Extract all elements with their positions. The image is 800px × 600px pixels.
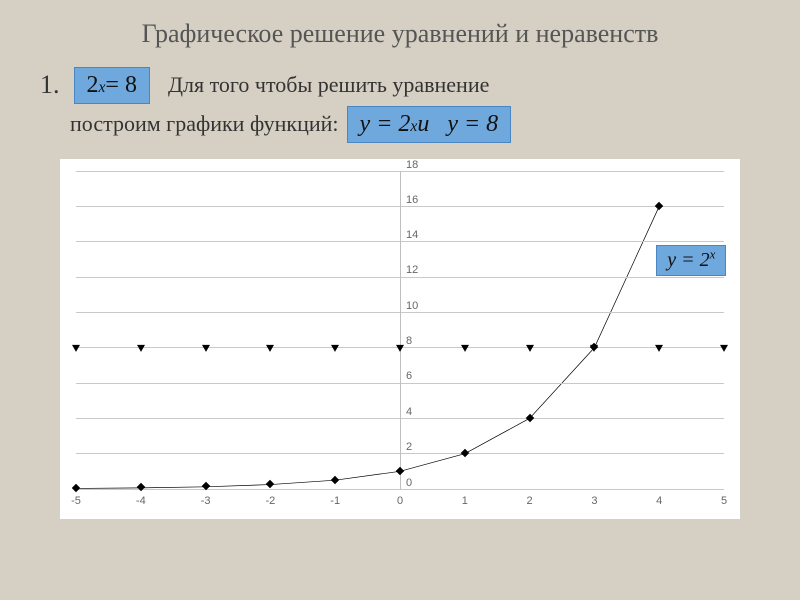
y-tick-label: 8 <box>406 335 412 347</box>
func2: y = 8 <box>447 111 498 138</box>
y-tick-label: 14 <box>406 229 418 241</box>
badge-exp: x <box>710 246 716 261</box>
problem-row: 1. 2x = 8 Для того чтобы решить уравнени… <box>0 61 800 106</box>
x-tick-label: 3 <box>591 495 597 507</box>
y-tick-label: 16 <box>406 194 418 206</box>
x-tick-label: 1 <box>462 495 468 507</box>
func1-lhs: y = 2 <box>360 111 411 138</box>
y-tick-label: 12 <box>406 264 418 276</box>
plot-area: 024681012141618-5-4-3-2-1012345 <box>76 171 724 489</box>
badge-lhs: y = 2 <box>667 249 709 271</box>
series-marker <box>396 345 404 352</box>
x-tick-label: 5 <box>721 495 727 507</box>
equation-rhs: = 8 <box>105 72 137 99</box>
y-tick-label: 6 <box>406 370 412 382</box>
series-marker <box>526 345 534 352</box>
series-marker <box>202 345 210 352</box>
series-marker <box>266 345 274 352</box>
y-tick-label: 0 <box>406 477 412 489</box>
problem-desc: Для того чтобы решить уравнение <box>168 72 489 98</box>
x-tick-label: -5 <box>71 495 81 507</box>
sub-text: построим графики функций: <box>70 111 339 137</box>
equation-badge: 2x = 8 <box>74 67 150 104</box>
functions-badge: y = 2x и y = 8 <box>347 106 512 143</box>
series-marker <box>331 345 339 352</box>
series-marker <box>655 345 663 352</box>
series-marker <box>72 345 80 352</box>
x-tick-label: 2 <box>527 495 533 507</box>
func1-exp: x <box>410 118 417 135</box>
y-axis-line <box>400 171 401 489</box>
problem-number: 1. <box>40 70 60 100</box>
equation-base: 2 <box>87 72 99 99</box>
series-marker <box>720 345 728 352</box>
x-tick-label: 0 <box>397 495 403 507</box>
series-marker <box>461 345 469 352</box>
x-tick-label: -2 <box>266 495 276 507</box>
x-tick-label: -3 <box>201 495 211 507</box>
y-tick-label: 2 <box>406 441 412 453</box>
equation-exp: x <box>99 79 106 96</box>
gridline-h <box>76 489 724 490</box>
page-title: Графическое решение уравнений и неравенс… <box>0 0 800 61</box>
x-tick-label: 4 <box>656 495 662 507</box>
y-tick-label: 10 <box>406 300 418 312</box>
x-tick-label: -1 <box>330 495 340 507</box>
series-marker <box>137 345 145 352</box>
x-tick-label: -4 <box>136 495 146 507</box>
sub-row: построим графики функций: y = 2x и y = 8 <box>0 106 800 153</box>
func-conj: и <box>417 111 429 138</box>
y-tick-label: 18 <box>406 159 418 171</box>
series-marker <box>590 345 598 352</box>
chart-container: 024681012141618-5-4-3-2-1012345 y = 2x <box>60 159 740 519</box>
y-tick-label: 4 <box>406 406 412 418</box>
chart-series-badge: y = 2x <box>656 245 726 276</box>
